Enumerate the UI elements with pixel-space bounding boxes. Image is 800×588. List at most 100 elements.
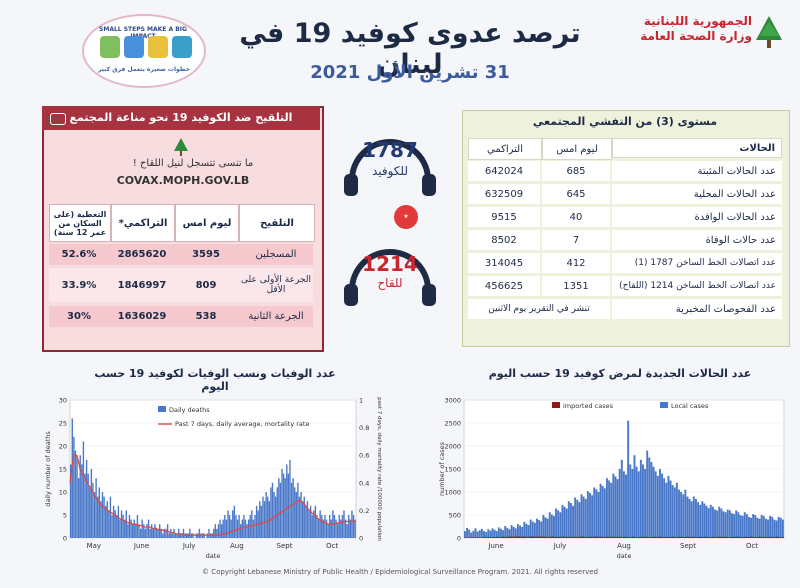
imported-bar (719, 536, 722, 538)
chart-bar (189, 528, 191, 538)
chart-bar (147, 519, 150, 538)
chart-bar (93, 492, 96, 538)
y2-tick-label: 0.2 (359, 507, 369, 515)
chart-bar (752, 514, 755, 538)
chart-bar (627, 420, 630, 538)
chart-bar (733, 514, 736, 538)
chart-bar (281, 469, 283, 538)
chart-bar (483, 531, 485, 538)
chart-bar (182, 528, 185, 538)
ministry-line2: وزارة الصحة العامة (640, 29, 752, 43)
hotline-covid-number: 1787 (362, 138, 418, 162)
chart-bar (154, 524, 156, 538)
imported-bar (642, 536, 645, 538)
chart-bar (625, 474, 627, 538)
chart-bar (92, 482, 94, 538)
number-3-icon (172, 36, 192, 58)
chart-bar (644, 469, 647, 538)
imported-bar (674, 537, 677, 538)
chart-bar (470, 532, 473, 538)
imported-bar (610, 536, 612, 538)
chart-bar (71, 418, 73, 538)
hotline-vaccine-number: 1214 (362, 252, 418, 276)
chart-bar (351, 510, 353, 538)
header-yesterday: ليوم امس (542, 138, 612, 160)
chart-bar (271, 482, 274, 538)
imported-bar (595, 536, 597, 538)
y-tick-label: 2000 (444, 443, 461, 451)
imported-bar (528, 536, 531, 538)
chart-bar (84, 473, 86, 538)
imported-bar (627, 536, 630, 538)
chart-bar (658, 469, 661, 538)
imported-bar (567, 536, 570, 538)
x-month-label: Sept (680, 542, 696, 550)
x-month-label: June (133, 542, 149, 550)
y2-tick-label: 0.4 (359, 479, 369, 487)
chart-bar (731, 513, 733, 538)
chart-bar (557, 510, 560, 538)
chart-bar (313, 510, 315, 538)
imported-bar (521, 536, 524, 538)
imported-bar (743, 536, 746, 538)
chart-bar (591, 495, 594, 538)
imported-bar (655, 536, 658, 538)
imported-bar (547, 536, 550, 538)
imported-bar (537, 536, 539, 538)
chart-bar (168, 533, 170, 538)
chart-bar (311, 515, 313, 538)
chart-bar (224, 515, 226, 538)
y-tick-label: 20 (59, 443, 67, 451)
chart-bar (330, 519, 332, 538)
chart-bar (572, 505, 574, 538)
imported-bar (564, 536, 567, 538)
chart-bar (533, 522, 536, 538)
imported-bar (556, 536, 559, 538)
chart-bar (521, 526, 524, 538)
chart-bar (85, 459, 88, 538)
mask-icon (124, 36, 144, 58)
chart-bar (143, 524, 145, 538)
chart-bar (773, 519, 776, 538)
chart-bar (622, 471, 625, 538)
cumulative-value: 642024 (468, 161, 540, 181)
chart-bar (328, 515, 331, 538)
imported-bar (603, 536, 606, 538)
chart-bar (157, 528, 159, 538)
imported-bar (644, 536, 647, 538)
imported-bar (762, 536, 765, 538)
chart-bar (682, 494, 685, 538)
chart-bar (279, 482, 282, 538)
chart-bar (227, 510, 229, 538)
chart-bar (663, 478, 666, 538)
imported-bar (494, 537, 497, 538)
chart-bar (586, 491, 589, 538)
chart-bar (567, 501, 570, 538)
chart-bar (282, 473, 285, 538)
page-title: ترصد عدوى كوفيد 19 في لبنان (239, 18, 581, 80)
chart-bar (646, 450, 649, 538)
chart-bar (697, 502, 700, 538)
imported-bar (756, 536, 759, 538)
chart-bar (340, 519, 342, 538)
chart-bar (747, 516, 750, 538)
y2-tick-label: 0.6 (359, 452, 369, 460)
imported-bar (519, 536, 522, 538)
chart-bar (284, 478, 286, 538)
imported-bar (700, 536, 703, 538)
chart-bar (576, 499, 579, 538)
chart-bar (124, 519, 126, 538)
imported-bar (710, 536, 713, 538)
imported-bar (635, 537, 638, 538)
chart-bar (259, 501, 261, 538)
chart-bar (225, 519, 228, 538)
x-month-label: Aug (230, 542, 244, 550)
chart-bar (527, 525, 530, 538)
imported-bar (575, 536, 578, 538)
chart-bar (117, 505, 120, 538)
chart-bar (491, 528, 494, 538)
chart-bar (529, 519, 532, 538)
registration-url[interactable]: COVAX.MOPH.GOV.LB (116, 174, 250, 187)
header-cumulative: التراكمي (468, 138, 542, 160)
table-row: 314045 412 عدد اتصالات الخط الساخن 1787 … (468, 253, 782, 273)
